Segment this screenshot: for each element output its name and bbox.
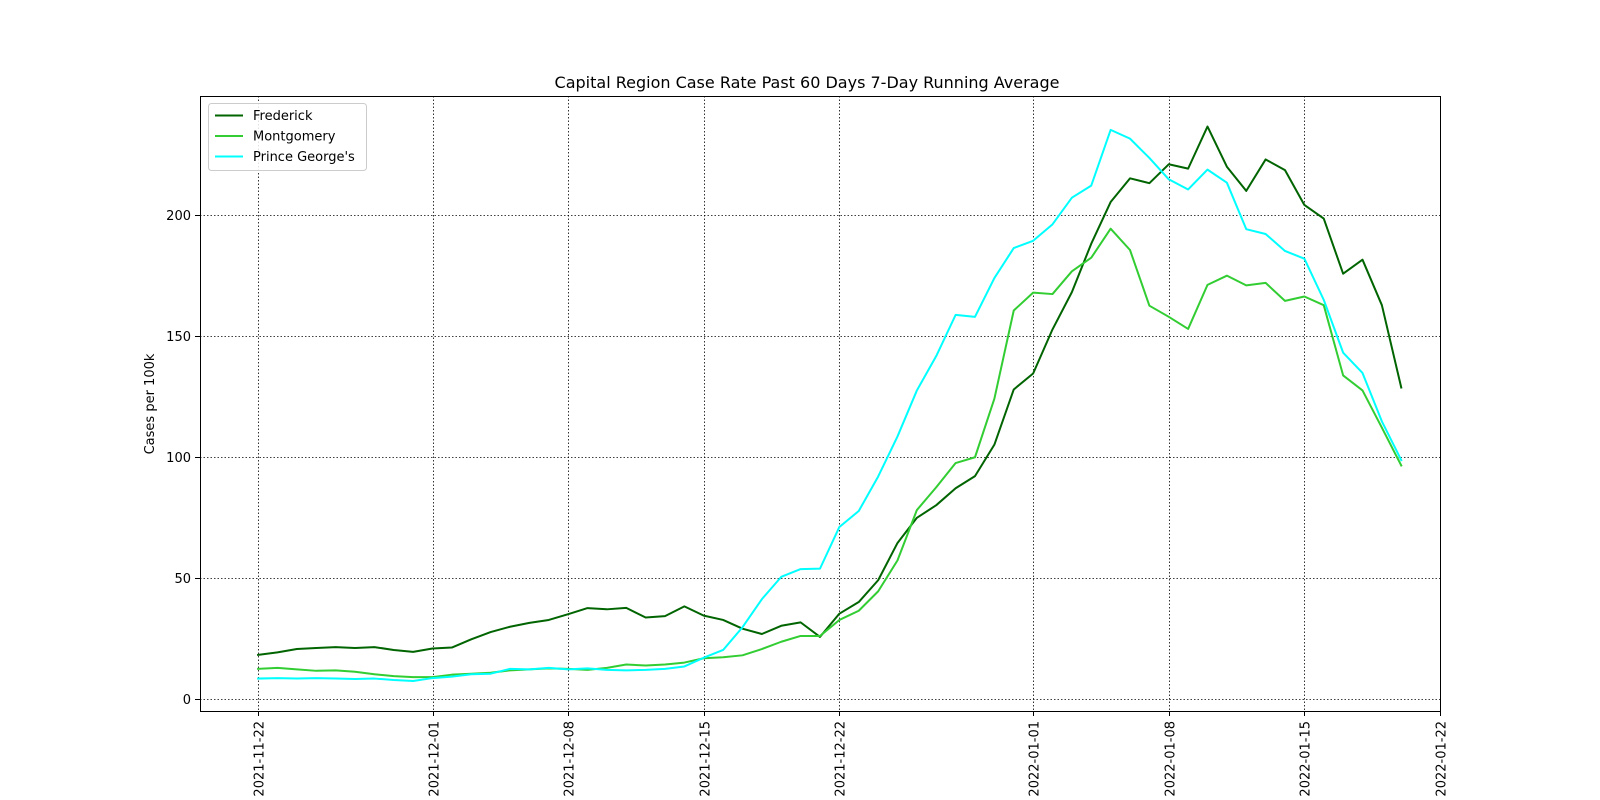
legend-box: [208, 103, 367, 171]
y-tick-label: 200: [166, 209, 191, 224]
x-axis: 2021-11-22 2021-12-01 2021-12-08 2021-12-15…: [253, 711, 1450, 797]
plot-frame: [200, 96, 1441, 712]
x-tick-label: 2022-01-01: [1028, 721, 1043, 797]
grid: [200, 96, 1441, 711]
y-tick-label: 100: [166, 451, 191, 466]
x-tick-label: 2022-01-22: [1435, 721, 1450, 797]
y-axis-label: Cases per 100k: [143, 353, 158, 454]
chart-title: Capital Region Case Rate Past 60 Days 7-…: [555, 73, 1060, 92]
y-tick-label: 0: [183, 693, 191, 708]
x-tick-label: 2021-12-08: [563, 721, 578, 797]
x-tick-label: 2021-12-01: [428, 721, 443, 797]
series-line-prince-george-s: [257, 128, 1403, 682]
series-line-frederick: [257, 125, 1403, 656]
legend-label: Montgomery: [253, 130, 336, 145]
series-line-montgomery: [257, 227, 1403, 679]
y-tick-label: 50: [174, 572, 191, 587]
y-tick-label: 150: [166, 330, 191, 345]
y-axis: 0 50 100 150 200: [166, 209, 200, 708]
legend-label: Frederick: [253, 109, 313, 124]
x-tick-label: 2021-12-22: [834, 721, 849, 797]
legend: Frederick Montgomery Prince George's: [208, 103, 367, 171]
x-tick-label: 2021-11-22: [253, 721, 268, 797]
x-tick-label: 2022-01-08: [1164, 721, 1179, 797]
legend-label: Prince George's: [253, 150, 355, 165]
x-tick-label: 2022-01-15: [1299, 721, 1314, 797]
series-layer: [257, 125, 1403, 682]
x-tick-label: 2021-12-15: [699, 721, 714, 797]
